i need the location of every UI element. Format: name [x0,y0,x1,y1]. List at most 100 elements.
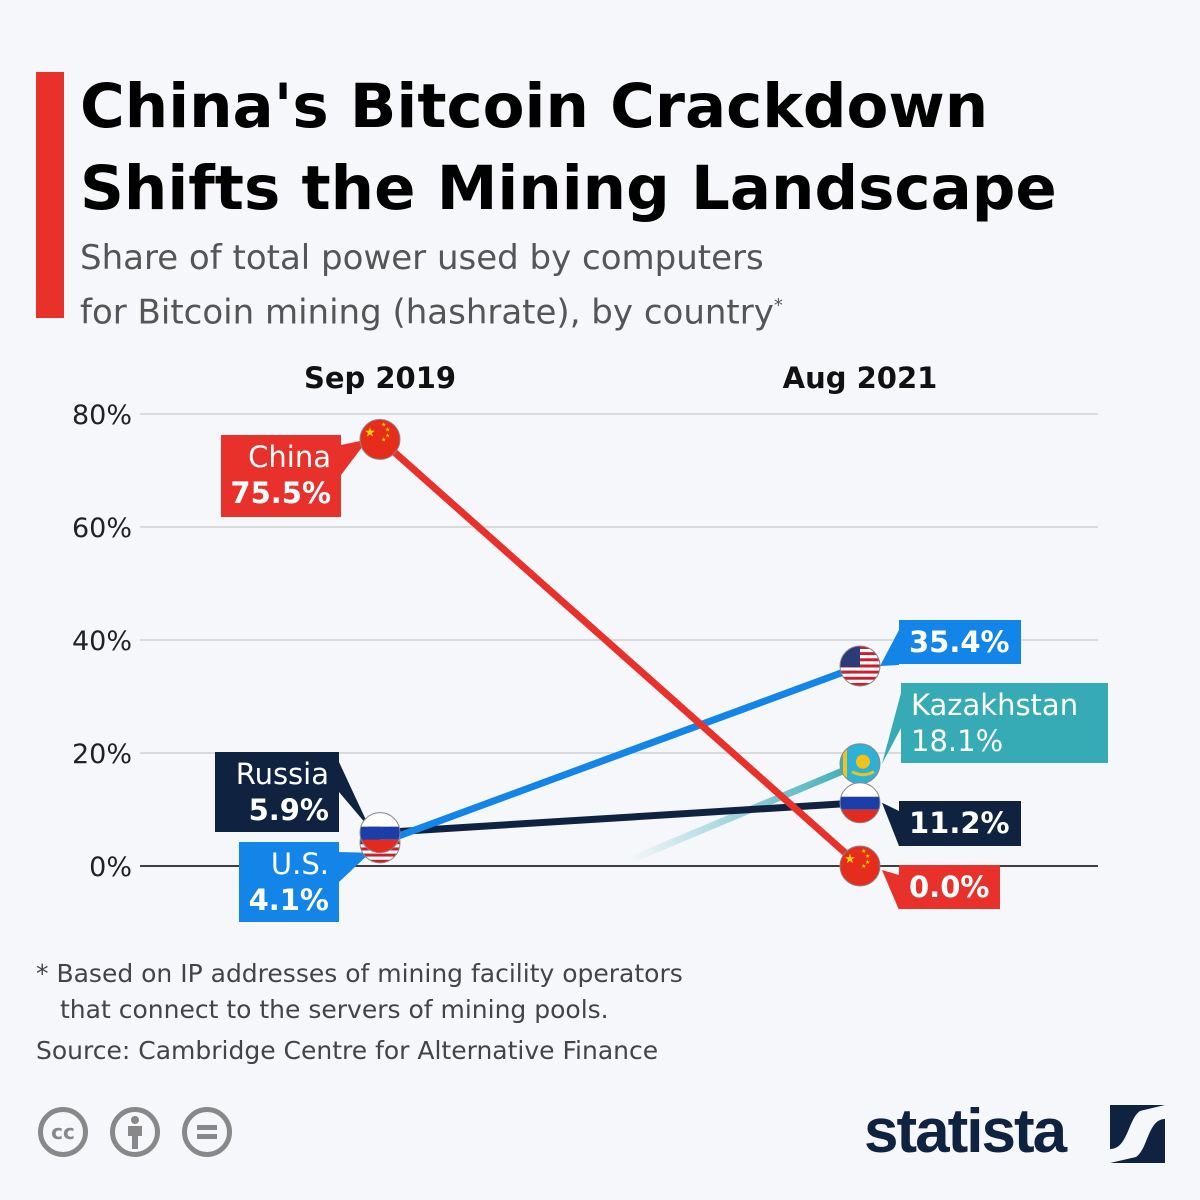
flag-star: ★ [861,863,866,870]
data-label-name: U.S. [271,847,329,881]
series-line-china [377,436,863,869]
data-label-name: Kazakhstan [911,688,1078,722]
data-label-value: 4.1% [249,883,329,917]
data-label: 11.2% [882,801,1021,846]
title-line-1: China's Bitcoin Crackdown [80,71,989,142]
flag-stripe [360,839,400,853]
flag-stripe [840,682,880,686]
flag-body [840,782,880,823]
flag-star: ★ [381,436,386,443]
statista-logo-mark-icon [1110,1105,1165,1163]
data-label-pointer [339,852,370,882]
flag-star: ★ [381,421,386,428]
flag-body [840,743,880,784]
chart-title: China's Bitcoin Crackdown Shifts the Min… [80,66,1057,230]
flag-star: ★ [844,852,856,867]
y-tick-label: 80% [72,400,132,431]
flag-border [359,812,401,854]
data-label-box [899,865,1000,909]
data-label-name: Russia [236,757,329,791]
flag-border [839,645,881,687]
data-label-box [215,752,339,832]
y-tick-label: 60% [72,513,132,544]
flag-star: ★ [385,432,390,439]
x-category-label: Aug 2021 [783,361,938,395]
cc-icon[interactable]: cc [38,1107,88,1157]
data-label-name: China [248,440,331,474]
data-label-value: 75.5% [230,476,331,510]
flag-star: ★ [865,853,870,860]
series-line-russia [379,799,861,837]
data-label-pointer [880,630,899,666]
flag-ornament [843,743,847,784]
flag-stripe [840,670,880,674]
kazakhstan-flag-icon [839,743,881,785]
y-tick-label: 0% [89,852,132,883]
data-label-name: 18.1% [911,724,1003,758]
flag-field [360,419,400,460]
flag-stripe [360,826,400,840]
russia-flag-icon [839,782,881,824]
flag-stripe [360,856,400,860]
data-label-value: 0.0% [909,870,989,904]
flag-star: ★ [385,426,390,433]
flag-stripe [360,812,400,827]
data-label: 35.4% [880,620,1021,666]
flag-stripe [360,859,400,863]
data-label: 0.0% [882,865,1000,910]
flag-stripe [840,782,880,797]
y-tick-label: 20% [72,739,132,770]
data-label-box [239,842,339,922]
flag-star: ★ [364,425,376,440]
title-accent-bar [36,72,64,318]
subtitle-footnote-mark: * [773,295,783,316]
flag-field [840,846,880,886]
flag-stripe [840,796,880,810]
attribution-icon[interactable] [110,1107,160,1157]
slope-chart: 0% 20% 40% 60% 80% Sep 2019 Aug 2021 China75.5%… [72,361,1108,922]
data-label-box [899,620,1021,664]
subtitle-line-1: Share of total power used by computers [80,238,764,278]
flag-body: ★★★★★ [840,846,880,886]
china-flag-icon: ★★★★★ [839,845,881,887]
data-label-value: 35.4% [909,625,1010,659]
data-label-value: 11.2% [909,806,1010,840]
no-derivatives-icon[interactable] [182,1107,232,1157]
footnote-line-2: that connect to the servers of mining po… [60,995,609,1024]
flag-body [360,812,400,853]
russia-flag-icon [359,812,401,854]
x-category-label: Sep 2019 [304,361,456,395]
data-label-pointer [882,802,899,846]
y-tick-label: 40% [72,626,132,657]
flag-star: ★ [861,848,866,855]
footnote-line-1: * Based on IP addresses of mining facili… [36,959,683,988]
chart-subtitle: Share of total power used by computers f… [80,234,783,336]
data-label-box [899,801,1021,846]
data-label-value: 5.9% [249,793,329,827]
footnote: * Based on IP addresses of mining facili… [36,956,683,1028]
flag-star: ★ [865,859,870,866]
data-label-box [901,683,1108,763]
flag-stripe [840,673,880,677]
flag-stripe [840,809,880,823]
subtitle-line-2: for Bitcoin mining (hashrate), by countr… [80,292,774,333]
statista-logo[interactable]: statista [864,1097,1067,1166]
china-flag-icon: ★★★★★ [359,418,401,460]
us-flag-icon [839,645,881,687]
data-label-pointer [882,870,899,910]
flag-sun [856,754,870,769]
source-text: Source: Cambridge Centre for Alternative… [36,1036,659,1065]
flag-stripe [840,667,880,671]
data-label: U.S.4.1% [239,842,370,922]
flag-border [359,418,401,460]
flag-stripe [840,679,880,683]
flag-eagle [851,770,875,777]
series-line-us [378,662,862,847]
title-line-2: Shifts the Mining Landscape [80,153,1057,224]
data-label-box [221,435,341,517]
flag-stripe [360,853,400,857]
flag-body: ★★★★★ [360,419,400,460]
flag-border [839,782,881,824]
